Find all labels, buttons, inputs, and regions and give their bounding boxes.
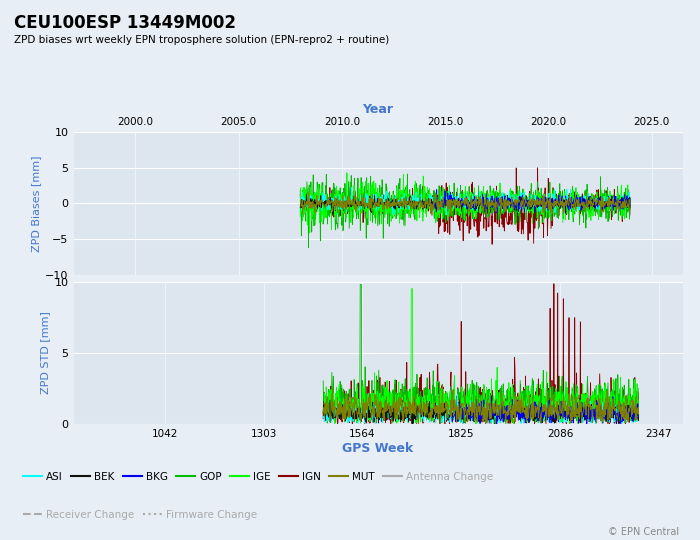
Text: © EPN Central: © EPN Central (608, 527, 679, 537)
Y-axis label: ZPD STD [mm]: ZPD STD [mm] (41, 312, 50, 394)
X-axis label: Year: Year (363, 103, 393, 116)
X-axis label: GPS Week: GPS Week (342, 442, 414, 455)
Text: CEU100ESP 13449M002: CEU100ESP 13449M002 (14, 14, 236, 31)
Legend: ASI, BEK, BKG, GOP, IGE, IGN, MUT, Antenna Change: ASI, BEK, BKG, GOP, IGE, IGN, MUT, Anten… (19, 468, 497, 486)
Legend: Receiver Change, Firmware Change: Receiver Change, Firmware Change (19, 505, 261, 524)
Y-axis label: ZPD Biases [mm]: ZPD Biases [mm] (31, 155, 41, 252)
Text: ZPD biases wrt weekly EPN troposphere solution (EPN-repro2 + routine): ZPD biases wrt weekly EPN troposphere so… (14, 35, 389, 45)
